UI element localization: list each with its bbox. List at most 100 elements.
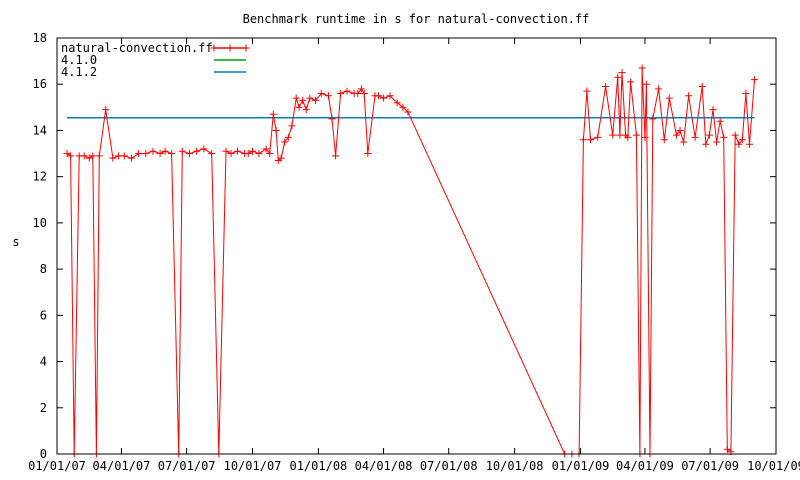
data-point: [723, 445, 731, 453]
x-tick-label: 04/01/09: [616, 459, 674, 473]
data-point: [332, 152, 340, 160]
data-point: [85, 154, 93, 162]
data-point: [178, 147, 186, 155]
plot-frame: [56, 37, 777, 455]
data-point: [614, 73, 622, 81]
data-point: [380, 94, 388, 102]
data-point: [102, 106, 110, 114]
data-point: [594, 133, 602, 141]
data-point: [302, 106, 310, 114]
y-tick-label: 4: [40, 355, 47, 369]
series-line-natural-convection: [66, 67, 755, 455]
data-point: [295, 103, 303, 111]
data-point: [641, 133, 649, 141]
data-point: [109, 154, 117, 162]
data-point: [632, 131, 640, 139]
data-point: [67, 152, 75, 160]
data-point: [627, 78, 635, 86]
data-point: [255, 150, 263, 158]
y-axis-label: s: [12, 235, 19, 249]
data-point: [244, 150, 252, 158]
data-point: [354, 89, 362, 97]
data-point: [324, 92, 332, 100]
data-point: [156, 150, 164, 158]
data-point: [691, 133, 699, 141]
data-point: [399, 103, 407, 111]
x-tick-label: 01/01/08: [289, 459, 347, 473]
data-point: [583, 87, 591, 95]
data-point: [233, 147, 241, 155]
data-point: [579, 136, 587, 144]
data-point: [665, 94, 673, 102]
data-point: [168, 150, 176, 158]
data-point: [393, 99, 401, 107]
data-point: [602, 83, 610, 91]
chart-title: Benchmark runtime in s for natural-conve…: [243, 12, 590, 26]
data-point: [720, 133, 728, 141]
data-point: [731, 131, 739, 139]
y-axis: 0 2 4 6 8 10 12 14 16 18: [33, 31, 776, 461]
data-point: [386, 92, 394, 100]
data-point: [80, 152, 88, 160]
data-point: [375, 92, 383, 100]
data-point: [127, 154, 135, 162]
data-point: [685, 92, 693, 100]
y-tick-label: 6: [40, 308, 47, 322]
data-point: [702, 140, 710, 148]
y-tick-label: 14: [33, 123, 47, 137]
x-axis: 01/01/07 04/01/07 07/01/07 10/01/07 01/01/08…: [28, 38, 800, 473]
data-point: [288, 122, 296, 130]
data-point: [404, 108, 412, 116]
data-point: [208, 150, 216, 158]
data-point: [738, 136, 746, 144]
x-tick-label: 04/01/07: [93, 459, 151, 473]
data-point: [272, 126, 280, 134]
x-tick-label: 07/01/09: [681, 459, 739, 473]
plot-area: [63, 64, 759, 458]
data-point: [269, 110, 277, 118]
y-tick-label: 8: [40, 262, 47, 276]
legend-label: natural-convection.ff: [61, 41, 213, 55]
data-point: [249, 147, 257, 155]
x-tick-label: 01/01/07: [28, 459, 86, 473]
y-tick-label: 16: [33, 77, 47, 91]
data-point: [185, 150, 193, 158]
data-point: [299, 96, 307, 104]
data-point: [200, 145, 208, 153]
data-point: [587, 136, 595, 144]
data-point: [649, 115, 657, 123]
data-point: [328, 115, 336, 123]
data-point: [135, 150, 143, 158]
data-point: [63, 150, 71, 158]
data-point: [306, 94, 314, 102]
y-tick-label: 18: [33, 31, 47, 45]
legend-label: 4.1.2: [61, 65, 97, 79]
data-point: [676, 126, 684, 134]
legend-marker: [242, 44, 250, 52]
data-point: [618, 69, 626, 77]
y-tick-label: 12: [33, 170, 47, 184]
data-point: [337, 89, 345, 97]
legend-label: 4.1.0: [61, 53, 97, 67]
data-point: [360, 89, 368, 97]
data-point: [609, 131, 617, 139]
data-point: [660, 136, 668, 144]
data-point: [89, 152, 97, 160]
x-tick-label: 10/01/08: [486, 459, 544, 473]
data-point: [343, 87, 351, 95]
data-point: [680, 138, 688, 146]
data-point: [638, 64, 646, 72]
data-point: [713, 138, 721, 146]
data-point: [312, 96, 320, 104]
x-tick-label: 07/01/07: [158, 459, 216, 473]
data-point: [142, 150, 150, 158]
data-point: [281, 138, 289, 146]
x-tick-label: 01/01/09: [552, 459, 610, 473]
x-tick-label: 04/01/08: [355, 459, 413, 473]
data-point: [95, 152, 103, 160]
data-point: [624, 133, 632, 141]
data-point: [705, 131, 713, 139]
data-point: [317, 89, 325, 97]
